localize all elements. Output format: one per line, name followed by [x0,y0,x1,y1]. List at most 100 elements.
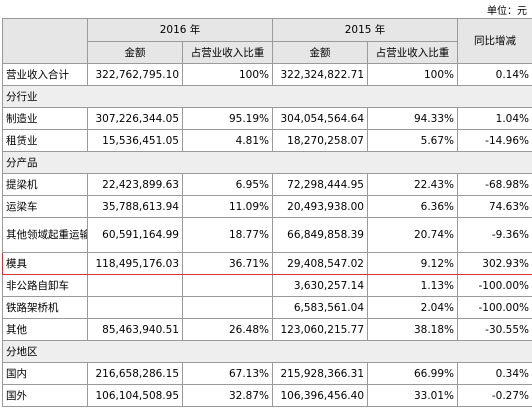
yoy-change: -14.96% [457,129,532,152]
header-yoy: 同比增减 [457,18,532,64]
section-label: 分地区 [2,340,532,363]
ratio-2016 [182,274,273,297]
row-label: 模具 [2,252,88,275]
yoy-change: -100.00% [457,296,532,319]
section-label: 分产品 [2,151,532,174]
ratio-2015: 2.04% [367,296,458,319]
row-overseas: 国外 106,104,508.95 32.87% 106,396,456.40 … [2,384,532,407]
amount-2016: 35,788,613.94 [87,195,183,218]
row-label: 租赁业 [2,129,88,152]
amount-2015: 123,060,215.77 [272,318,368,341]
header-blank-cell [2,18,88,64]
ratio-2016: 11.09% [182,195,273,218]
row-label: 其他领域起重运输设备 [2,217,88,253]
yoy-change: 1.04% [457,107,532,130]
row-label: 提梁机 [2,173,88,196]
amount-2016: 60,591,164.99 [87,217,183,253]
amount-2016 [87,274,183,297]
header-row-columns: 金额 占营业收入比重 金额 占营业收入比重 [3,41,532,64]
row-label: 国内 [2,362,88,385]
ratio-2015: 1.13% [367,274,458,297]
row-label: 制造业 [2,107,88,130]
row-beam-lifter: 提梁机 22,423,899.63 6.95% 72,298,444.95 22… [2,173,532,196]
ratio-2016: 95.19% [182,107,273,130]
row-label: 营业收入合计 [2,63,88,86]
row-heavy-equipment: 其他领域起重运输设备 60,591,164.99 18.77% 66,849,8… [2,217,532,253]
amount-2015: 72,298,444.95 [272,173,368,196]
amount-2015: 106,396,456.40 [272,384,368,407]
ratio-2015: 33.01% [367,384,458,407]
ratio-2016 [182,296,273,319]
amount-2015: 6,583,561.04 [272,296,368,319]
ratio-2015: 22.43% [367,173,458,196]
ratio-2015: 5.67% [367,129,458,152]
ratio-2016: 4.81% [182,129,273,152]
ratio-2016: 26.48% [182,318,273,341]
row-domestic: 国内 216,658,286.15 67.13% 215,928,366.31 … [2,362,532,385]
ratio-2016: 6.95% [182,173,273,196]
amount-2016: 118,495,176.03 [87,252,183,275]
row-label: 铁路架桥机 [2,296,88,319]
row-total: 营业收入合计 322,762,795.10 100% 322,324,822.7… [2,63,532,86]
ratio-2015: 66.99% [367,362,458,385]
amount-2016: 106,104,508.95 [87,384,183,407]
row-other: 其他 85,463,940.51 26.48% 123,060,215.77 3… [2,318,532,341]
ratio-2016: 100% [182,63,273,86]
header-ratio-2016: 占营业收入比重 [182,41,273,64]
row-offroad-truck: 非公路自卸车 3,630,257.14 1.13% -100.00% [2,274,532,297]
row-rail-bridge: 铁路架桥机 6,583,561.04 2.04% -100.00% [2,296,532,319]
amount-2016 [87,296,183,319]
row-leasing: 租赁业 15,536,451.05 4.81% 18,270,258.07 5.… [2,129,532,152]
amount-2015: 215,928,366.31 [272,362,368,385]
ratio-2015: 94.33% [367,107,458,130]
section-region: 分地区 [2,340,532,363]
row-label: 其他 [2,318,88,341]
header-year-2016: 2016 年 [87,18,273,42]
ratio-2015: 20.74% [367,217,458,253]
amount-2016: 307,226,344.05 [87,107,183,130]
row-molds-highlighted: 模具 118,495,176.03 36.71% 29,408,547.02 9… [2,252,532,275]
unit-label: 单位：元 [487,6,527,17]
ratio-2015: 100% [367,63,458,86]
row-beam-carrier: 运梁车 35,788,613.94 11.09% 20,493,938.00 6… [2,195,532,218]
amount-2015: 3,630,257.14 [272,274,368,297]
yoy-change: 0.14% [457,63,532,86]
ratio-2016: 36.71% [182,252,273,275]
ratio-2015: 9.12% [367,252,458,275]
row-label: 运梁车 [2,195,88,218]
ratio-2015: 6.36% [367,195,458,218]
header-row-years: 2016 年 2015 年 同比增减 [2,18,532,64]
header-amount-2016: 金额 [87,41,183,64]
yoy-change: -68.98% [457,173,532,196]
header-year-2015: 2015 年 [272,18,458,42]
revenue-table: 2016 年 2015 年 同比增减 金额 占营业收入比重 金额 占营业收入比重… [2,18,532,407]
amount-2015: 304,054,564.64 [272,107,368,130]
row-label: 非公路自卸车 [2,274,88,297]
ratio-2015: 38.18% [367,318,458,341]
amount-2015: 18,270,258.07 [272,129,368,152]
row-manufacturing: 制造业 307,226,344.05 95.19% 304,054,564.64… [2,107,532,130]
amount-2015: 20,493,938.00 [272,195,368,218]
header-amount-2015: 金额 [272,41,368,64]
yoy-change: -9.36% [457,217,532,253]
yoy-change: -100.00% [457,274,532,297]
row-label: 国外 [2,384,88,407]
amount-2015: 29,408,547.02 [272,252,368,275]
amount-2016: 216,658,286.15 [87,362,183,385]
ratio-2016: 67.13% [182,362,273,385]
yoy-change: 0.34% [457,362,532,385]
amount-2016: 85,463,940.51 [87,318,183,341]
yoy-change: -0.27% [457,384,532,407]
amount-2016: 15,536,451.05 [87,129,183,152]
section-label: 分行业 [2,85,532,108]
header-ratio-2015: 占营业收入比重 [367,41,458,64]
amount-2016: 322,762,795.10 [87,63,183,86]
yoy-change: 74.63% [457,195,532,218]
section-industry: 分行业 [2,85,532,108]
amount-2015: 66,849,858.39 [272,217,368,253]
ratio-2016: 32.87% [182,384,273,407]
amount-2015: 322,324,822.71 [272,63,368,86]
section-product: 分产品 [2,151,532,174]
amount-2016: 22,423,899.63 [87,173,183,196]
ratio-2016: 18.77% [182,217,273,253]
